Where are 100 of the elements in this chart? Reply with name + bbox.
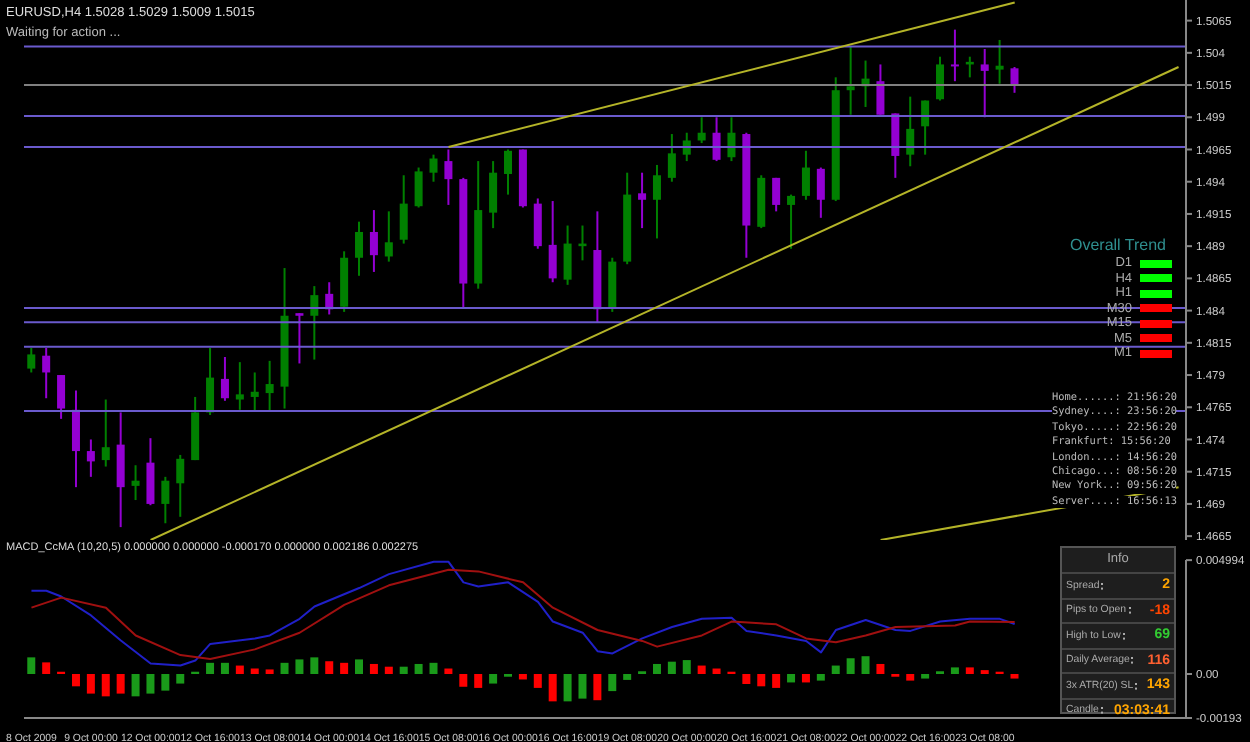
bar bbox=[608, 674, 617, 692]
candlestick bbox=[191, 395, 200, 462]
bar bbox=[861, 656, 870, 674]
bar bbox=[965, 667, 974, 674]
candlestick bbox=[235, 361, 244, 411]
bar bbox=[176, 674, 185, 684]
candlestick bbox=[399, 174, 408, 245]
candlestick bbox=[101, 398, 110, 468]
candlestick bbox=[489, 160, 498, 230]
bar bbox=[101, 674, 110, 697]
candlestick bbox=[220, 355, 229, 402]
bar bbox=[280, 662, 289, 674]
bar bbox=[757, 674, 766, 687]
candlestick bbox=[414, 166, 423, 209]
bar bbox=[682, 660, 691, 674]
candlestick bbox=[697, 116, 706, 145]
candlestick bbox=[682, 131, 691, 163]
bar bbox=[712, 668, 721, 674]
bar bbox=[667, 661, 676, 674]
text: Overall Trend bbox=[1067, 236, 1169, 256]
candlestick bbox=[995, 38, 1004, 85]
candlestick bbox=[906, 95, 915, 168]
candlestick bbox=[563, 224, 572, 286]
candlestick bbox=[369, 209, 378, 273]
bar bbox=[742, 674, 751, 685]
bar bbox=[772, 674, 781, 688]
candlestick bbox=[86, 438, 95, 478]
candlestick bbox=[295, 312, 304, 365]
candlestick bbox=[548, 200, 557, 284]
candlestick bbox=[161, 475, 170, 525]
bar bbox=[816, 674, 825, 681]
candlestick bbox=[310, 285, 319, 361]
bar bbox=[831, 665, 840, 674]
candlestick bbox=[206, 346, 215, 416]
candlestick bbox=[71, 389, 80, 489]
bar bbox=[429, 662, 438, 674]
bar bbox=[116, 674, 125, 694]
bar bbox=[399, 666, 408, 674]
candlestick bbox=[146, 437, 155, 507]
bar bbox=[787, 674, 796, 683]
bar bbox=[42, 662, 51, 674]
bar bbox=[444, 668, 453, 674]
bar bbox=[235, 665, 244, 674]
bar bbox=[950, 667, 959, 674]
candlestick bbox=[787, 193, 796, 250]
bar bbox=[131, 674, 140, 697]
candlestick bbox=[57, 374, 66, 420]
candlestick bbox=[727, 116, 736, 163]
bar bbox=[876, 663, 885, 674]
bar bbox=[71, 674, 80, 687]
candlestick bbox=[116, 411, 125, 529]
candlestick bbox=[652, 163, 661, 240]
bar bbox=[355, 659, 364, 674]
candlestick bbox=[42, 346, 51, 400]
bar bbox=[369, 663, 378, 674]
bar bbox=[548, 674, 557, 702]
candlestick bbox=[176, 453, 185, 518]
candlestick bbox=[504, 148, 512, 196]
candlestick bbox=[936, 55, 945, 102]
candlestick bbox=[533, 197, 542, 250]
candlestick bbox=[950, 28, 959, 83]
bar bbox=[161, 674, 170, 691]
candlestick bbox=[816, 166, 825, 219]
bar bbox=[146, 674, 155, 694]
bar bbox=[384, 666, 393, 674]
bar bbox=[414, 663, 423, 674]
bar bbox=[340, 662, 349, 674]
bar bbox=[206, 662, 215, 674]
bar bbox=[86, 674, 95, 694]
bar bbox=[518, 674, 527, 680]
bar bbox=[459, 674, 468, 687]
candlestick bbox=[250, 371, 259, 413]
bar bbox=[846, 658, 855, 674]
candlestick bbox=[1010, 66, 1019, 94]
candlestick bbox=[265, 359, 274, 413]
candlestick bbox=[429, 153, 438, 183]
candlestick bbox=[667, 133, 676, 183]
bar bbox=[801, 674, 810, 683]
candlestick bbox=[772, 176, 781, 213]
candlestick bbox=[131, 464, 140, 502]
bar bbox=[578, 674, 587, 699]
bar bbox=[474, 674, 483, 688]
bar bbox=[27, 657, 36, 674]
candlestick bbox=[712, 116, 721, 163]
bar bbox=[325, 661, 334, 674]
bar bbox=[623, 674, 632, 680]
bar bbox=[563, 674, 572, 702]
candlestick bbox=[384, 210, 393, 263]
bar bbox=[593, 674, 602, 701]
bar bbox=[310, 657, 319, 674]
candlestick bbox=[980, 47, 989, 119]
candlestick bbox=[638, 171, 647, 230]
bar bbox=[295, 659, 304, 674]
candlestick bbox=[444, 148, 453, 206]
bar bbox=[220, 662, 229, 674]
candlestick bbox=[876, 63, 885, 116]
candlestick bbox=[27, 346, 36, 374]
bar bbox=[652, 663, 661, 674]
bar bbox=[533, 674, 542, 688]
bar bbox=[489, 674, 498, 684]
